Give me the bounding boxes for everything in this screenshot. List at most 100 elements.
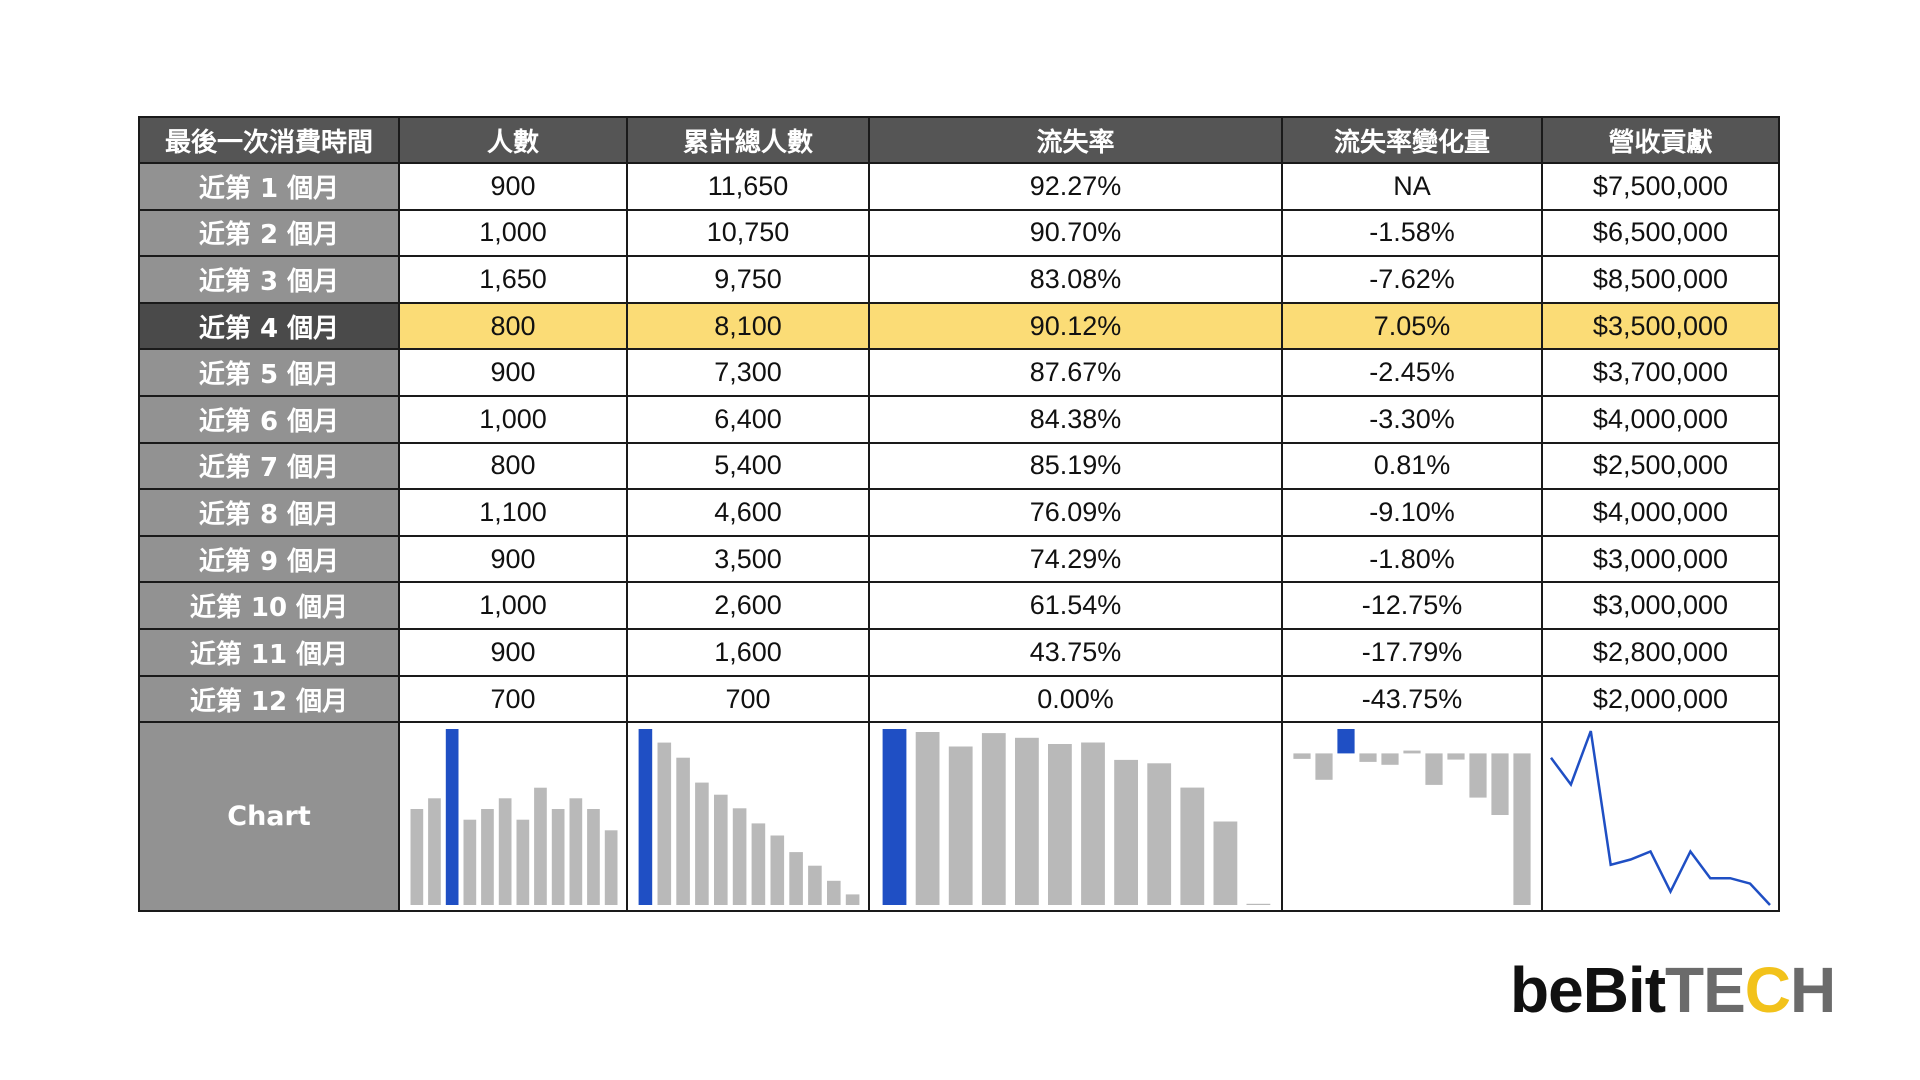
table-row: 近第 5 個月 900 7,300 87.67% -2.45% $3,700,0… xyxy=(138,348,1780,398)
row-label: 近第 12 個月 xyxy=(138,674,400,724)
highlight-bar xyxy=(882,728,907,905)
churn-cell: 90.12% xyxy=(868,301,1283,351)
revenue-cell: $3,000,000 xyxy=(1541,534,1780,584)
people-cell: 900 xyxy=(398,162,628,211)
bar xyxy=(789,851,803,905)
header-row: 最後一次消費時間 人數 累計總人數 流失率 流失率變化量 營收貢獻 xyxy=(138,116,1780,164)
bar xyxy=(1359,753,1377,762)
bar xyxy=(1425,753,1443,785)
highlight-bar xyxy=(638,728,653,905)
churn-cell: 83.08% xyxy=(868,255,1283,304)
people-cell: 900 xyxy=(398,348,628,398)
revenue-cell: $3,000,000 xyxy=(1541,581,1780,631)
churn-cell: 43.75% xyxy=(868,628,1283,677)
people-cell: 900 xyxy=(398,534,628,584)
change-cell: 0.81% xyxy=(1281,441,1543,491)
bar xyxy=(827,880,841,905)
table-row: 近第 1 個月 900 11,650 92.27% NA $7,500,000 xyxy=(138,162,1780,211)
bar xyxy=(534,787,547,905)
bar xyxy=(915,731,940,905)
table-row: 近第 3 個月 1,650 9,750 83.08% -7.62% $8,500… xyxy=(138,255,1780,304)
bar xyxy=(1513,753,1531,905)
churn-cell: 92.27% xyxy=(868,162,1283,211)
row-label: 近第 2 個月 xyxy=(138,208,400,258)
cumulative-cell: 8,100 xyxy=(626,301,870,351)
bar xyxy=(1293,753,1311,759)
cumulative-cell: 9,750 xyxy=(626,255,870,304)
bar xyxy=(808,865,822,905)
bar xyxy=(1491,753,1509,815)
revenue-cell: $2,500,000 xyxy=(1541,441,1780,491)
bar xyxy=(498,797,512,905)
bar xyxy=(481,808,494,905)
cumulative-cell: 7,300 xyxy=(626,348,870,398)
revenue-line-sparkline xyxy=(1549,730,1771,906)
header-churn-change: 流失率變化量 xyxy=(1281,116,1543,164)
header-cumulative: 累計總人數 xyxy=(626,116,870,164)
highlight-bar xyxy=(445,728,459,905)
churn-cell: 0.00% xyxy=(868,674,1283,724)
churn-cell: 74.29% xyxy=(868,534,1283,584)
churn-cell: 87.67% xyxy=(868,348,1283,398)
bar xyxy=(410,808,424,905)
churn-cell: 85.19% xyxy=(868,441,1283,491)
bar xyxy=(676,757,690,905)
change-cell: -17.79% xyxy=(1281,628,1543,677)
people-cell: 900 xyxy=(398,628,628,677)
churn-bar-sparkline xyxy=(882,728,1271,905)
row-label: 近第 9 個月 xyxy=(138,534,400,584)
change-cell: -2.45% xyxy=(1281,348,1543,398)
cumulative-cell: 10,750 xyxy=(626,208,870,258)
cumulative-cell: 3,500 xyxy=(626,534,870,584)
churn-table: 最後一次消費時間 人數 累計總人數 流失率 流失率變化量 營收貢獻 近第 1 個… xyxy=(138,116,1780,912)
change-cell: -3.30% xyxy=(1281,395,1543,444)
revenue-cell: $3,700,000 xyxy=(1541,348,1780,398)
people-cell: 1,650 xyxy=(398,255,628,304)
people-cell: 1,000 xyxy=(398,395,628,444)
cumulative-cell: 1,600 xyxy=(626,628,870,677)
people-cell: 800 xyxy=(398,441,628,491)
logo-part-h: H xyxy=(1790,954,1836,1026)
change-cell: -1.58% xyxy=(1281,208,1543,258)
bar xyxy=(1447,753,1465,760)
bar xyxy=(463,819,477,905)
header-people: 人數 xyxy=(398,116,628,164)
bar xyxy=(516,819,530,905)
churn-cell: 84.38% xyxy=(868,395,1283,444)
table-row: 近第 7 個月 800 5,400 85.19% 0.81% $2,500,00… xyxy=(138,441,1780,491)
table-row: 近第 2 個月 1,000 10,750 90.70% -1.58% $6,50… xyxy=(138,208,1780,258)
bar xyxy=(1081,742,1105,905)
bar xyxy=(948,746,973,905)
bar xyxy=(1048,743,1072,905)
change-bar-sparkline xyxy=(1293,728,1531,905)
bar xyxy=(1213,821,1238,905)
table-row: 近第 11 個月 900 1,600 43.75% -17.79% $2,800… xyxy=(138,628,1780,677)
people-sparkline-cell xyxy=(398,721,628,912)
people-cell: 1,000 xyxy=(398,208,628,258)
table-row-highlighted: 近第 4 個月 800 8,100 90.12% 7.05% $3,500,00… xyxy=(138,301,1780,351)
revenue-sparkline-cell xyxy=(1541,721,1780,912)
revenue-cell: $3,500,000 xyxy=(1541,301,1780,351)
cumulative-sparkline-cell xyxy=(626,721,870,912)
chart-row: Chart xyxy=(138,721,1780,912)
bar xyxy=(587,808,600,905)
bar xyxy=(657,742,672,905)
cumulative-cell: 2,600 xyxy=(626,581,870,631)
cumulative-cell: 700 xyxy=(626,674,870,724)
revenue-cell: $2,800,000 xyxy=(1541,628,1780,677)
bar xyxy=(1469,753,1487,798)
cumulative-bar-sparkline xyxy=(638,728,860,905)
table-row: 近第 6 個月 1,000 6,400 84.38% -3.30% $4,000… xyxy=(138,395,1780,444)
churn-cell: 90.70% xyxy=(868,208,1283,258)
revenue-cell: $4,000,000 xyxy=(1541,488,1780,537)
bar xyxy=(1246,903,1271,905)
bar xyxy=(1147,762,1172,905)
row-label: 近第 5 個月 xyxy=(138,348,400,398)
row-label: 近第 3 個月 xyxy=(138,255,400,304)
bar xyxy=(569,797,583,905)
row-label: 近第 6 個月 xyxy=(138,395,400,444)
row-label: 近第 10 個月 xyxy=(138,581,400,631)
table-row: 近第 8 個月 1,100 4,600 76.09% -9.10% $4,000… xyxy=(138,488,1780,537)
cumulative-cell: 4,600 xyxy=(626,488,870,537)
